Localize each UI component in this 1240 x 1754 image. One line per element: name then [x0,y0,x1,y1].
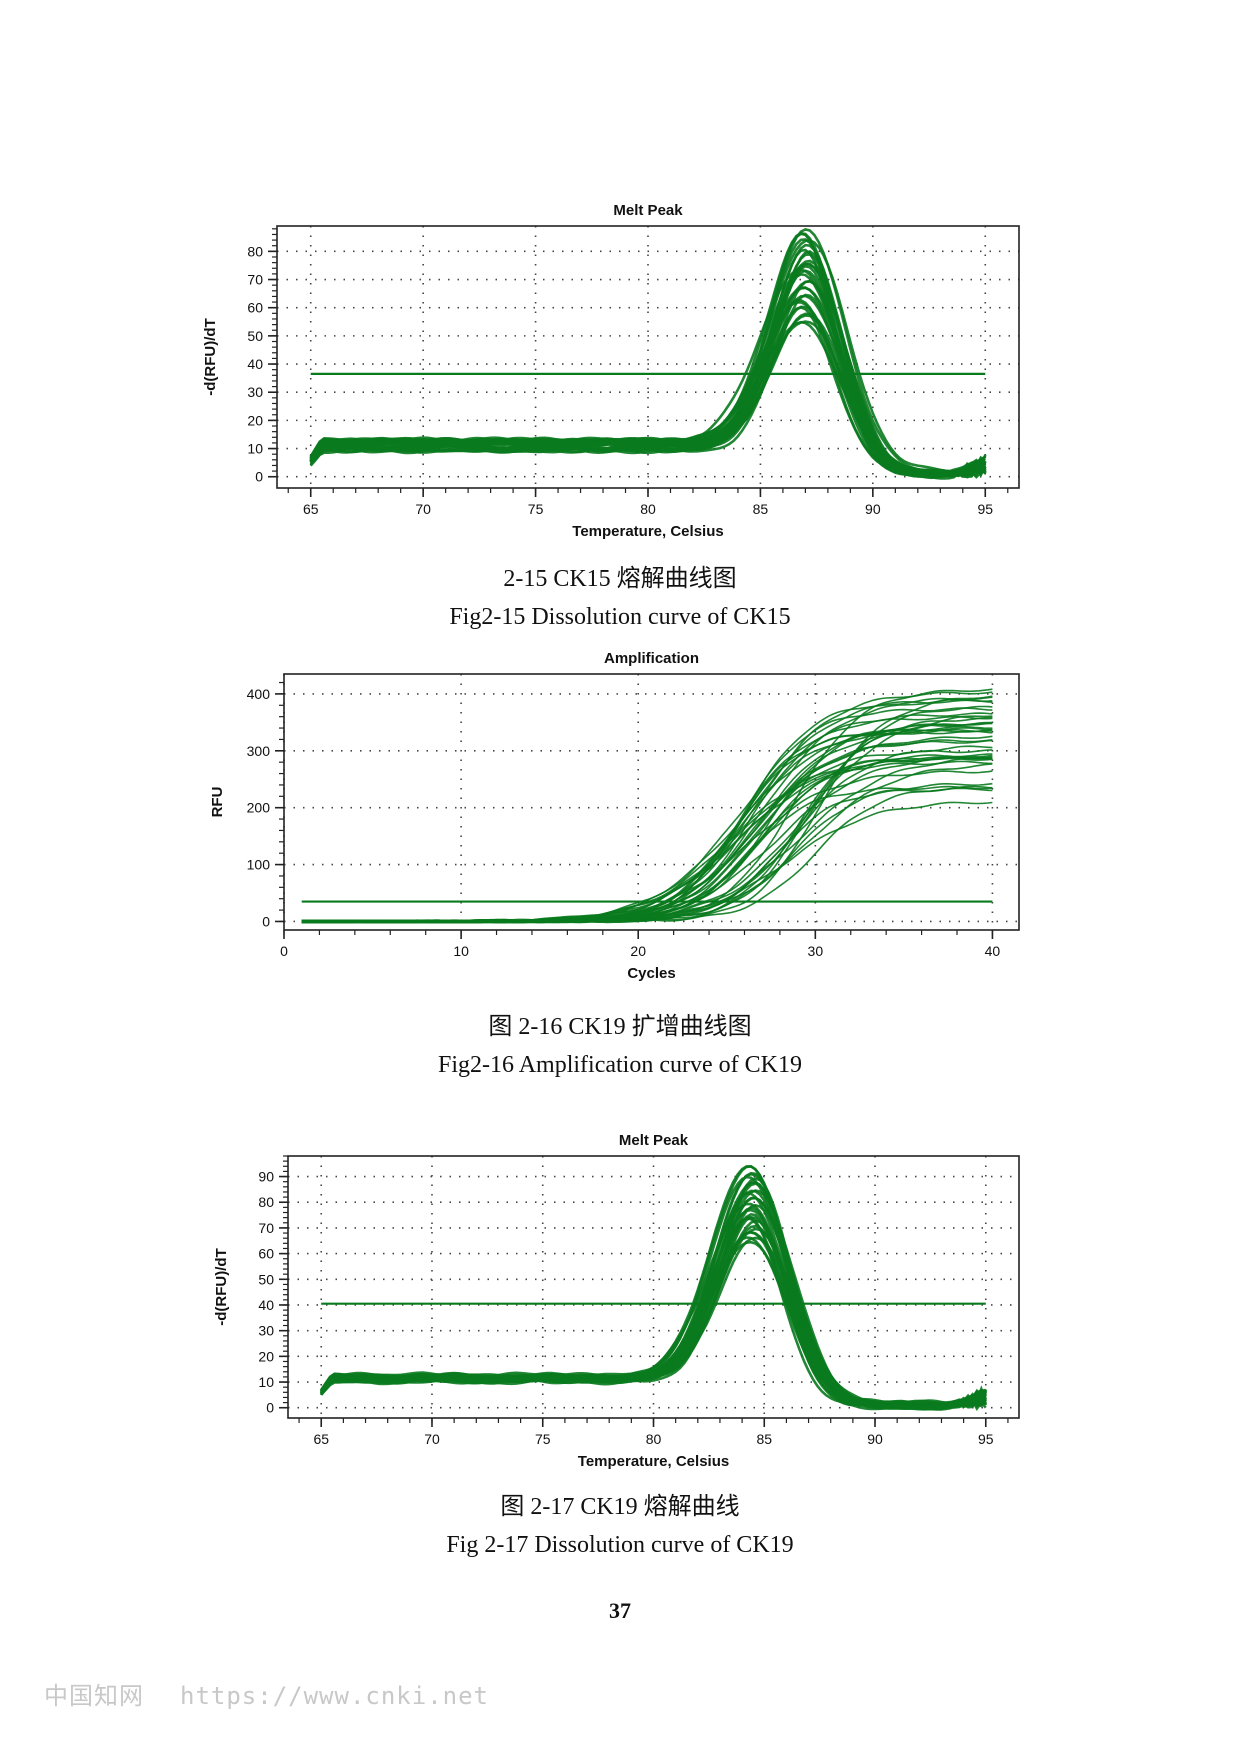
series-curves [320,1165,988,1411]
y-tick-label: 90 [258,1169,274,1185]
y-tick-label: 0 [255,469,263,485]
data-curve [301,728,993,924]
figure-caption-cn-2-17: 图 2-17 CK19 熔解曲线 [500,1494,740,1520]
data-curve [301,753,993,924]
page-number: 37 [609,1598,631,1623]
y-tick-label: 10 [247,441,263,457]
y-tick-label: 40 [247,356,263,372]
x-tick-label: 80 [640,501,656,517]
watermark: 中国知网 https://www.cnki.net [44,1676,489,1711]
data-curve [301,722,993,924]
y-tick-label: 20 [258,1348,274,1364]
data-curve [301,756,993,924]
x-axis-label: Temperature, Celsius [578,1453,729,1470]
x-tick-label: 20 [630,943,646,959]
x-tick-label: 90 [865,501,881,517]
data-curve [301,760,993,924]
x-tick-label: 0 [280,943,288,959]
data-curve [301,757,993,924]
y-tick-label: 0 [266,1400,274,1416]
y-tick-label: 10 [258,1374,274,1390]
y-tick-label: 200 [247,800,271,816]
data-curve [301,754,993,924]
x-tick-label: 40 [985,943,1001,959]
data-curve [301,757,993,924]
x-axis-label: Cycles [627,965,675,982]
data-curve [301,707,993,924]
x-tick-label: 70 [415,501,431,517]
watermark-url: https://www.cnki.net [180,1682,489,1710]
y-tick-label: 70 [247,272,263,288]
data-curve [301,722,993,924]
y-tick-label: 50 [258,1271,274,1287]
data-curve [301,715,993,924]
series-curves [309,228,987,480]
melt-peak-chart-ck19: Melt Peak 65 70 75 80 85 90 95 0 10 20 30 40 50 60 70 80… [0,1120,1240,1470]
x-tick-label: 10 [453,943,469,959]
plot-frame [283,673,1020,931]
data-curve [301,756,993,924]
y-axis-label: -d(RFU)/dT [213,1248,230,1325]
data-curve [301,721,993,924]
data-curve [301,705,993,924]
y-tick-label: 80 [258,1194,274,1210]
y-tick-label: 300 [247,743,271,759]
x-tick-label: 75 [528,501,544,517]
y-tick-label: 30 [258,1323,274,1339]
y-tick-label: 20 [247,412,263,428]
x-tick-label: 75 [535,1431,551,1447]
data-curve [309,231,987,476]
melt-peak-ck19-svg: Melt Peak 65 70 75 80 85 90 95 0 10 20 30 40 50 60 70 80… [213,1132,1020,1470]
data-curve [301,728,993,924]
watermark-site-name: 中国知网 [44,1682,144,1710]
x-tick-label: 95 [977,501,993,517]
y-tick-label: 40 [258,1297,274,1313]
amplification-chart-ck19: Amplification 0 10 20 30 40 0 100 200 300 400 Cycle… [0,640,1240,990]
y-tick-label: 60 [247,300,263,316]
series-curves [301,688,993,924]
x-tick-label: 30 [808,943,824,959]
x-axis-label: Temperature, Celsius [572,523,723,540]
y-axis-label: RFU [209,787,226,818]
y-axis-label: -d(RFU)/dT [202,318,219,395]
x-tick-label: 65 [313,1431,329,1447]
data-curve [301,745,993,924]
y-tick-label: 60 [258,1246,274,1262]
y-tick-label: 50 [247,328,263,344]
x-tick-label: 95 [978,1431,994,1447]
x-tick-label: 85 [756,1431,772,1447]
chart-title: Melt Peak [613,202,683,219]
data-curve [301,755,993,924]
data-curve [301,688,993,924]
figure-caption-en-2-16: Fig2-16 Amplification curve of CK19 [438,1052,802,1078]
figure-caption-cn-2-15: 2-15 CK15 熔解曲线图 [503,566,737,592]
data-curve [320,1165,987,1411]
x-tick-label: 70 [424,1431,440,1447]
x-tick-label: 65 [303,501,319,517]
figure-caption-cn-2-16: 图 2-16 CK19 扩增曲线图 [488,1014,752,1040]
y-tick-label: 30 [247,384,263,400]
data-curve [301,716,993,924]
data-curve [301,725,993,924]
melt-peak-ck15-svg: Melt Peak 65 70 75 80 85 90 95 0 10 20 30 40 50 60 70 80… [202,202,1020,540]
y-tick-label: 100 [247,857,271,873]
figure-caption-en-2-17: Fig 2-17 Dissolution curve of CK19 [446,1532,794,1558]
chart-title: Melt Peak [619,1132,689,1149]
data-curve [309,228,986,477]
x-tick-label: 85 [753,501,769,517]
figure-caption-en-2-15: Fig2-15 Dissolution curve of CK15 [449,604,791,630]
data-curve [301,691,993,924]
y-tick-label: 80 [247,243,263,259]
y-tick-label: 70 [258,1220,274,1236]
data-curve [309,248,987,479]
melt-peak-chart-ck15: Melt Peak 65 70 75 80 85 90 95 0 10 20 30 40 50 60 70 80… [0,190,1240,540]
data-curve [301,715,993,924]
x-tick-label: 80 [646,1431,662,1447]
y-tick-label: 0 [262,913,270,929]
chart-title: Amplification [604,650,699,667]
y-tick-label: 400 [247,686,271,702]
x-tick-label: 90 [867,1431,883,1447]
